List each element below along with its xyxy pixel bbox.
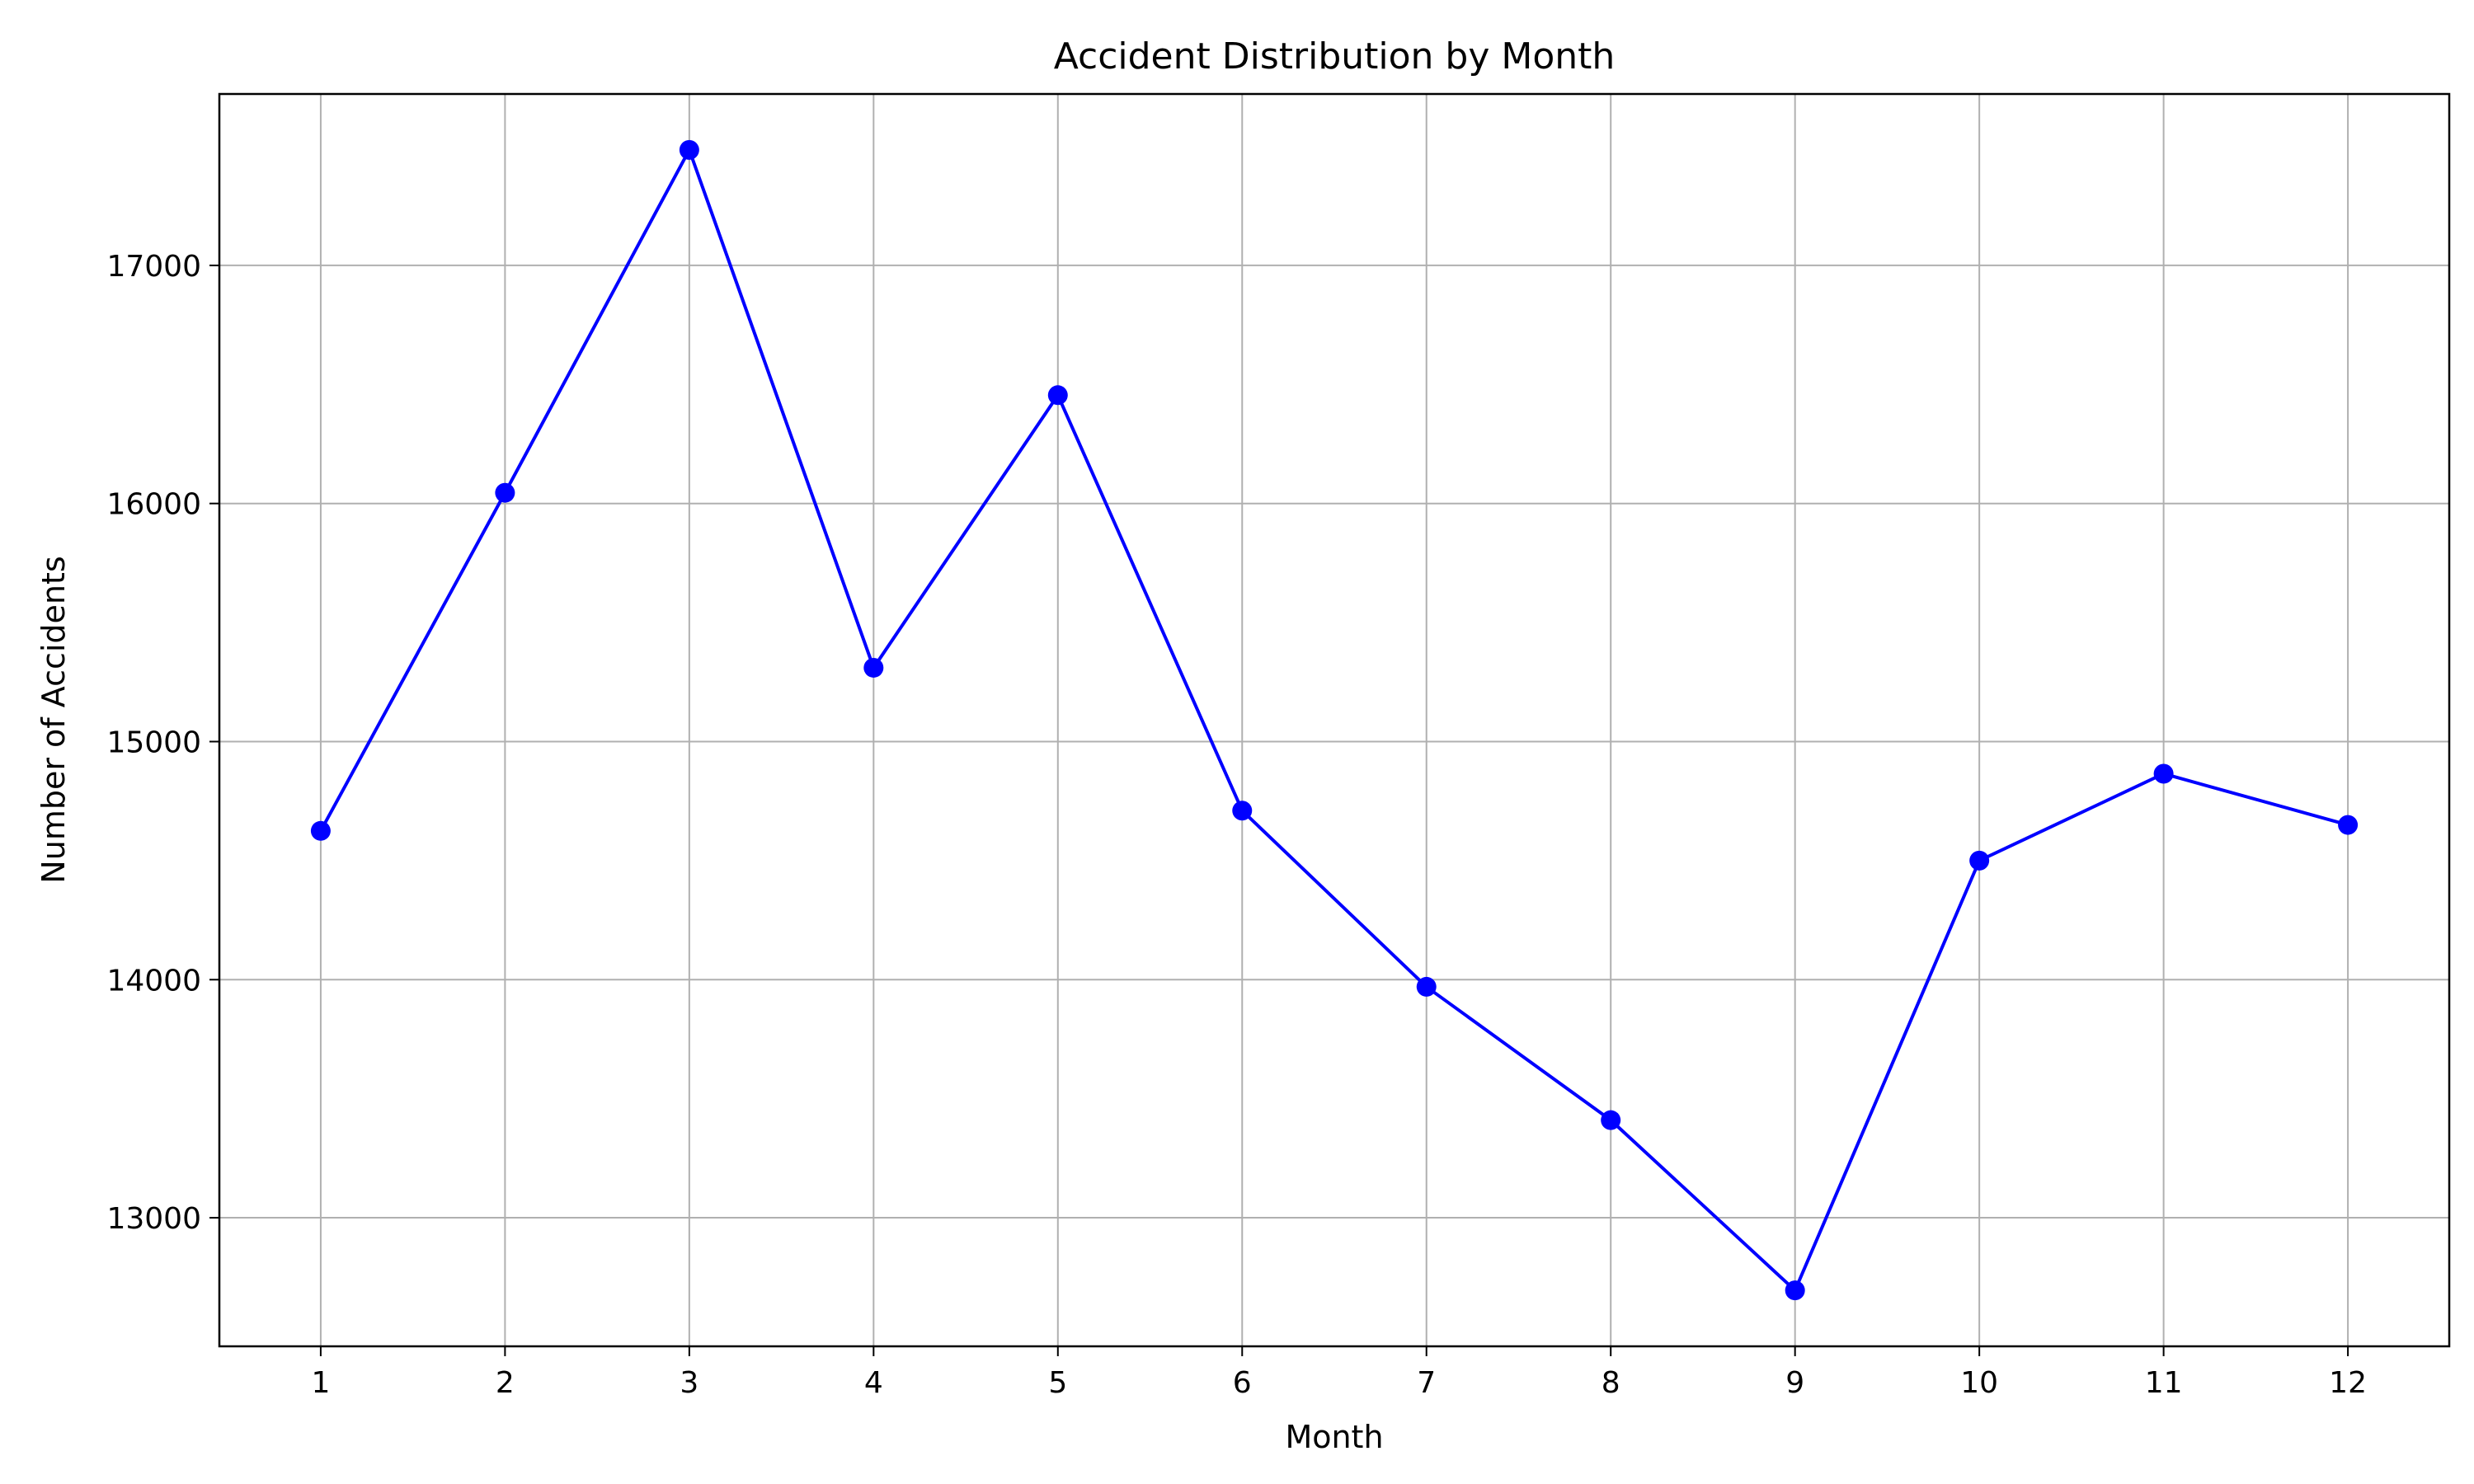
data-point <box>1047 385 1068 406</box>
series-line <box>319 148 2349 1293</box>
y-tick-label: 17000 <box>106 250 201 284</box>
x-tick-label: 6 <box>1233 1366 1252 1400</box>
data-point <box>310 820 331 841</box>
y-tick-label: 15000 <box>106 726 201 759</box>
x-axis-label: Month <box>1285 1419 1383 1455</box>
x-tick-label: 12 <box>2329 1366 2367 1400</box>
x-tick-label: 11 <box>2145 1366 2183 1400</box>
x-tick-label: 1 <box>311 1366 330 1400</box>
data-point <box>495 482 515 503</box>
series-line-layer <box>319 148 2349 1293</box>
x-tick-label: 2 <box>496 1366 515 1400</box>
chart-title: Accident Distribution by Month <box>1054 35 1616 77</box>
data-point <box>2153 763 2174 784</box>
x-tick-label: 10 <box>1960 1366 1998 1400</box>
data-point <box>863 657 884 678</box>
x-tick-label: 9 <box>1785 1366 1804 1400</box>
data-point <box>1785 1280 1805 1301</box>
y-tick-label: 13000 <box>106 1202 201 1236</box>
y-tick-label: 16000 <box>106 488 201 522</box>
x-tick-label: 3 <box>680 1366 698 1400</box>
x-axis-ticks: 1 2 3 4 5 6 7 8 9 10 11 12 <box>311 1346 2367 1400</box>
data-point <box>1416 976 1437 997</box>
x-tick-label: 4 <box>864 1366 883 1400</box>
x-tick-label: 5 <box>1048 1366 1067 1400</box>
y-tick-label: 14000 <box>106 964 201 998</box>
y-axis-ticks: 13000 14000 15000 16000 17000 <box>106 250 219 1236</box>
series-markers <box>310 139 2359 1301</box>
data-point <box>1969 850 1990 871</box>
data-point <box>2338 815 2359 835</box>
x-tick-label: 7 <box>1417 1366 1436 1400</box>
data-point <box>679 139 699 160</box>
data-point <box>1232 801 1253 821</box>
grid-lines <box>219 94 2449 1346</box>
data-point <box>1601 1110 1621 1130</box>
y-axis-label: Number of Accidents <box>35 556 72 883</box>
x-tick-label: 8 <box>1602 1366 1620 1400</box>
plot-frame <box>218 92 2451 1348</box>
